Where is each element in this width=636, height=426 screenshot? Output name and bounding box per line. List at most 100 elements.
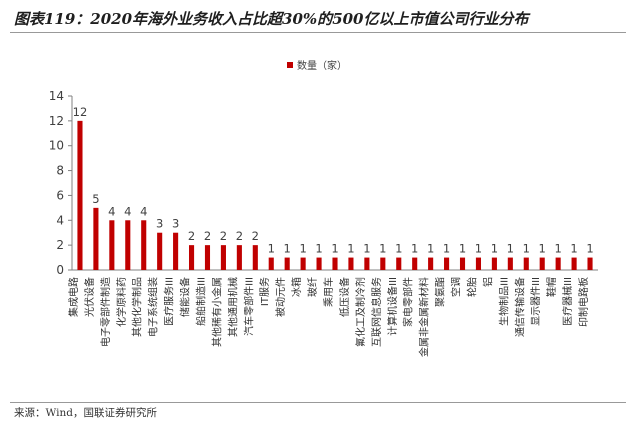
bar-5 bbox=[141, 220, 147, 270]
value-label: 1 bbox=[459, 242, 466, 256]
value-label: 5 bbox=[92, 192, 99, 206]
value-label: 1 bbox=[299, 242, 306, 256]
value-label: 1 bbox=[379, 242, 386, 256]
value-label: 1 bbox=[491, 242, 498, 256]
bar-10 bbox=[220, 245, 226, 270]
y-tick-label: 8 bbox=[56, 164, 64, 178]
category-label: 其他通用机械 bbox=[226, 277, 239, 337]
legend-label: 数量（家） bbox=[297, 59, 347, 72]
value-label: 1 bbox=[523, 242, 530, 256]
bar-26 bbox=[475, 257, 482, 270]
category-label: 玻纤 bbox=[306, 277, 319, 297]
y-tick-label: 14 bbox=[49, 89, 64, 103]
category-label: 其他稀有小金属 bbox=[210, 277, 223, 347]
category-label: 船舶制造III bbox=[194, 277, 207, 326]
category-label: 光伏设备 bbox=[83, 277, 96, 317]
value-label: 1 bbox=[284, 242, 291, 256]
category-label: 氟化工及制冷剂 bbox=[354, 277, 367, 347]
y-tick-label: 12 bbox=[49, 114, 64, 128]
value-label: 2 bbox=[204, 229, 211, 243]
bar-14 bbox=[284, 257, 290, 270]
y-tick-label: 2 bbox=[56, 238, 64, 252]
value-label: 4 bbox=[124, 204, 131, 218]
value-label: 12 bbox=[73, 105, 88, 119]
value-label: 1 bbox=[443, 242, 450, 256]
category-label: 计算机设备III bbox=[386, 277, 399, 336]
bar-3 bbox=[109, 220, 115, 270]
value-label: 3 bbox=[172, 217, 179, 231]
bar-19 bbox=[364, 257, 370, 270]
bar-4 bbox=[125, 220, 131, 270]
value-label: 1 bbox=[395, 242, 402, 256]
value-label: 1 bbox=[268, 242, 275, 256]
top-rule bbox=[10, 32, 626, 33]
category-label: 铝 bbox=[482, 277, 494, 287]
category-label: 鞋帽 bbox=[545, 277, 558, 297]
value-label: 2 bbox=[188, 229, 195, 243]
category-label: 显示器件III bbox=[530, 277, 542, 326]
category-label: 储能设备 bbox=[179, 277, 192, 317]
category-label: 家电零部件 bbox=[402, 277, 415, 327]
value-label: 1 bbox=[331, 242, 338, 256]
value-label: 1 bbox=[315, 242, 322, 256]
category-label: 电子系统组装 bbox=[147, 277, 160, 337]
bar-1 bbox=[77, 120, 83, 270]
bar-2 bbox=[93, 207, 99, 270]
category-label: IT服务 bbox=[258, 277, 271, 306]
value-label: 2 bbox=[252, 229, 259, 243]
category-label: 低压设备 bbox=[338, 277, 351, 317]
value-label: 1 bbox=[539, 242, 546, 256]
value-label: 4 bbox=[140, 204, 147, 218]
value-label: 2 bbox=[236, 229, 243, 243]
category-label: 电子零部件制造 bbox=[99, 277, 112, 347]
bottom-rule bbox=[10, 402, 626, 403]
bar-28 bbox=[507, 257, 513, 270]
bar-12 bbox=[252, 245, 258, 270]
category-label: 印制电路板 bbox=[577, 277, 590, 327]
value-label: 1 bbox=[554, 242, 561, 256]
value-label: 1 bbox=[411, 242, 418, 256]
bar-21 bbox=[396, 257, 402, 270]
category-label: 集成电路 bbox=[67, 277, 80, 317]
bar-11 bbox=[236, 245, 242, 270]
bar-30 bbox=[539, 257, 545, 270]
category-label: 空调 bbox=[450, 277, 463, 297]
bar-25 bbox=[459, 257, 466, 270]
value-label: 1 bbox=[570, 242, 577, 256]
value-label: 1 bbox=[427, 242, 434, 256]
bar-23 bbox=[428, 257, 434, 270]
category-label: 化学原料药 bbox=[115, 277, 128, 327]
value-label: 1 bbox=[475, 242, 482, 256]
bar-31 bbox=[555, 257, 561, 270]
category-label: 生物制品III bbox=[497, 277, 510, 326]
value-label: 3 bbox=[156, 217, 163, 231]
legend: 数量（家） bbox=[287, 59, 347, 72]
bar-17 bbox=[332, 257, 338, 270]
bar-24 bbox=[444, 257, 450, 270]
category-label: 汽车零部件III bbox=[242, 277, 255, 336]
category-label: 医疗服务III bbox=[163, 277, 176, 326]
category-label: 冰箱 bbox=[290, 277, 303, 297]
y-tick-label: 0 bbox=[56, 263, 64, 277]
y-tick-label: 10 bbox=[49, 139, 64, 153]
y-tick-label: 6 bbox=[56, 188, 64, 202]
source-note: 来源：Wind，国联证券研究所 bbox=[14, 407, 157, 419]
category-label: 聚氨酯 bbox=[434, 277, 447, 307]
bar-8 bbox=[188, 245, 195, 270]
value-label: 1 bbox=[507, 242, 514, 256]
bar-20 bbox=[380, 257, 386, 270]
value-label: 2 bbox=[220, 229, 227, 243]
chart-title: 图表119：2020年海外业务收入占比超30%的500亿以上市值公司行业分布 bbox=[14, 10, 529, 28]
bar-27 bbox=[491, 257, 497, 270]
value-label: 1 bbox=[347, 242, 354, 256]
bar-29 bbox=[523, 257, 529, 270]
bar-6 bbox=[157, 232, 163, 270]
bar-13 bbox=[268, 257, 274, 270]
bar-18 bbox=[348, 257, 354, 270]
bar-22 bbox=[412, 257, 418, 270]
bar-16 bbox=[316, 257, 322, 270]
legend-swatch bbox=[287, 62, 293, 68]
value-label: 4 bbox=[108, 204, 115, 218]
bar-9 bbox=[204, 245, 211, 270]
